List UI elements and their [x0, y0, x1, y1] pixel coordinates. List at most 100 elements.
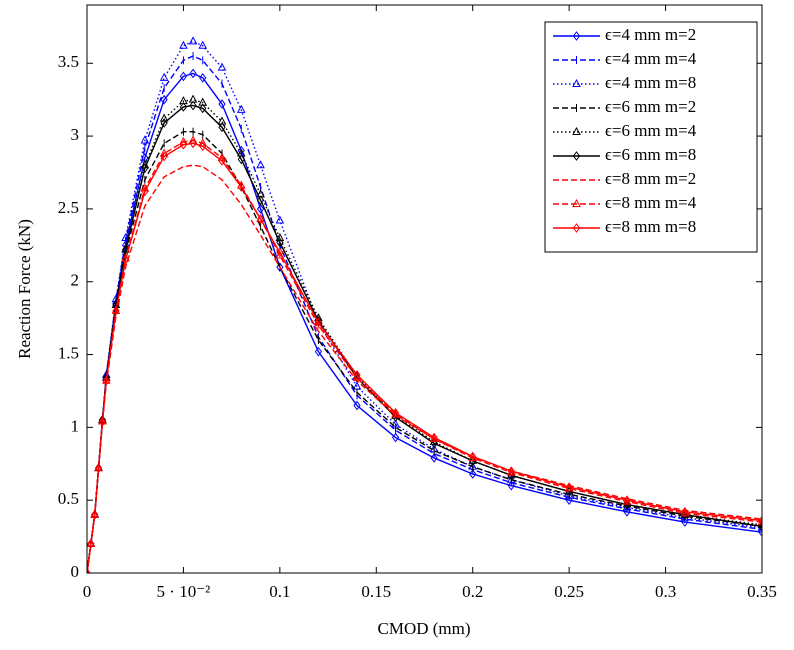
- marker: [218, 156, 226, 166]
- marker: [256, 160, 265, 169]
- marker: [198, 40, 208, 49]
- marker: [189, 138, 197, 149]
- marker: [275, 215, 285, 224]
- legend-marker: [572, 31, 581, 41]
- marker: [681, 517, 689, 527]
- marker: [565, 495, 573, 506]
- marker: [179, 139, 188, 150]
- marker: [757, 516, 762, 526]
- marker: [256, 204, 265, 214]
- x-tick-label: 0.3: [655, 582, 676, 601]
- marker: [159, 113, 169, 122]
- marker: [353, 400, 361, 411]
- marker: [758, 521, 762, 532]
- legend-label: ϵ=8 mm m=8: [605, 217, 696, 236]
- marker: [623, 495, 631, 506]
- marker: [314, 317, 323, 328]
- legend-marker: [572, 223, 581, 233]
- marker: [199, 141, 207, 152]
- marker: [121, 232, 130, 242]
- marker: [159, 72, 169, 81]
- marker: [140, 135, 150, 144]
- x-tick-label: 0.2: [462, 582, 483, 601]
- marker: [353, 370, 361, 380]
- marker: [758, 527, 762, 538]
- legend-label: ϵ=8 mm m=2: [605, 169, 696, 188]
- y-tick-label: 2.5: [58, 198, 79, 217]
- plot-area: [87, 36, 762, 573]
- marker: [102, 375, 110, 386]
- marker: [469, 469, 477, 479]
- marker: [623, 499, 631, 510]
- legend-label: ϵ=4 mm m=8: [605, 73, 696, 92]
- legend-marker: [572, 78, 581, 87]
- y-tick-label: 1.5: [58, 343, 79, 362]
- marker: [160, 118, 168, 128]
- marker: [565, 482, 573, 492]
- marker: [237, 154, 245, 165]
- marker: [121, 255, 130, 265]
- marker: [141, 186, 149, 197]
- marker: [179, 40, 188, 49]
- marker: [276, 237, 284, 248]
- marker: [469, 451, 477, 462]
- marker: [160, 94, 168, 105]
- marker: [507, 470, 515, 481]
- marker: [256, 214, 265, 223]
- marker: [314, 346, 323, 357]
- legend-marker: [572, 151, 581, 161]
- x-tick-label: 0: [83, 582, 92, 601]
- marker: [94, 463, 103, 473]
- marker: [189, 68, 197, 79]
- marker: [189, 100, 197, 111]
- marker: [430, 453, 438, 463]
- legend-label: ϵ=4 mm m=2: [605, 25, 696, 44]
- x-tick-label: 5 · 10⁻²: [157, 582, 211, 601]
- marker: [218, 122, 226, 133]
- y-tick-label: 2: [71, 271, 80, 290]
- y-tick-label: 3: [71, 125, 80, 144]
- x-tick-label: 0.35: [747, 582, 777, 601]
- marker: [87, 568, 91, 573]
- marker: [507, 480, 515, 491]
- marker: [256, 214, 265, 224]
- marker: [430, 438, 438, 449]
- marker: [276, 247, 284, 258]
- legend-label: ϵ=6 mm m=4: [605, 121, 697, 140]
- marker: [758, 515, 762, 526]
- marker: [199, 72, 207, 83]
- legend-label: ϵ=6 mm m=2: [605, 97, 696, 116]
- series-line: [87, 142, 762, 573]
- x-tick-label: 0.25: [554, 582, 584, 601]
- marker: [179, 71, 188, 82]
- marker: [160, 151, 168, 162]
- marker: [112, 306, 120, 316]
- marker: [237, 182, 245, 192]
- x-axis-label: CMOD (mm): [377, 619, 470, 638]
- marker: [256, 195, 265, 205]
- legend-marker: [572, 126, 581, 135]
- legend-marker: [572, 198, 581, 207]
- marker: [623, 506, 631, 517]
- marker: [91, 509, 99, 520]
- marker: [469, 456, 477, 466]
- y-axis-label: Reaction Force (kN): [15, 219, 34, 359]
- legend-label: ϵ=4 mm m=4: [605, 49, 697, 68]
- marker: [87, 567, 90, 573]
- marker: [507, 466, 515, 476]
- marker: [141, 163, 149, 173]
- legend-label: ϵ=8 mm m=4: [605, 193, 697, 212]
- marker: [430, 432, 438, 443]
- y-tick-label: 1: [71, 416, 80, 435]
- marker: [276, 262, 284, 272]
- legend-label: ϵ=6 mm m=8: [605, 145, 696, 164]
- plot-frame: [86, 4, 763, 574]
- marker: [218, 99, 226, 109]
- marker: [391, 432, 400, 443]
- x-tick-label: 0.1: [269, 582, 290, 601]
- marker: [87, 539, 95, 549]
- marker: [188, 36, 198, 45]
- marker: [179, 102, 188, 112]
- marker: [236, 104, 246, 113]
